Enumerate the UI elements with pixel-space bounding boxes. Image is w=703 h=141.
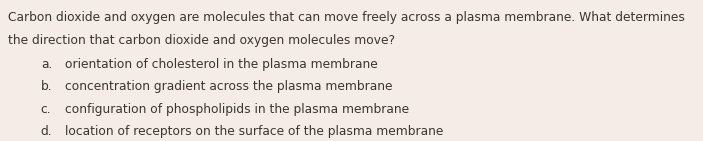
Text: location of receptors on the surface of the plasma membrane: location of receptors on the surface of … [65, 125, 443, 138]
Text: configuration of phospholipids in the plasma membrane: configuration of phospholipids in the pl… [65, 103, 409, 116]
Text: orientation of cholesterol in the plasma membrane: orientation of cholesterol in the plasma… [65, 58, 378, 71]
Text: d.: d. [41, 125, 53, 138]
Text: b.: b. [41, 80, 53, 93]
Text: a.: a. [41, 58, 52, 71]
Text: c.: c. [41, 103, 51, 116]
Text: the direction that carbon dioxide and oxygen molecules move?: the direction that carbon dioxide and ox… [8, 34, 395, 47]
Text: Carbon dioxide and oxygen are molecules that can move freely across a plasma mem: Carbon dioxide and oxygen are molecules … [8, 11, 685, 24]
Text: concentration gradient across the plasma membrane: concentration gradient across the plasma… [65, 80, 392, 93]
